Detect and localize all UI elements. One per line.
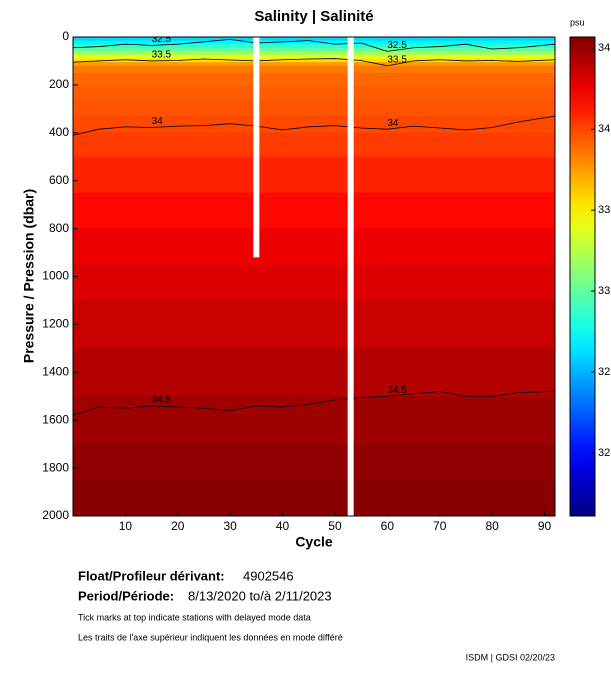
axes: 10 20 30 40 50 60 70 80 90 0 200 400 600 800 1000 1200 1… <box>42 29 611 533</box>
salinity-band <box>73 156 555 194</box>
contour-label: 32.5 <box>387 40 407 51</box>
x-tick-label: 10 <box>119 519 133 533</box>
salinity-band <box>73 228 555 266</box>
salinity-band <box>73 40 555 45</box>
salinity-band <box>73 72 555 86</box>
footer: ISDM | GDSI 02/20/23 <box>466 652 555 662</box>
period: 8/13/2020 to/à 2/11/2023 <box>188 588 332 603</box>
salinity-band <box>73 300 555 349</box>
contour-label: 33.5 <box>152 50 172 61</box>
y-tick-label: 1800 <box>42 460 69 474</box>
float-id: 4902546 <box>243 568 294 583</box>
missing-profile <box>253 37 260 258</box>
colorbar-tick-label: 34 <box>598 123 610 135</box>
salinity-band <box>73 348 555 397</box>
y-tick-label: 1600 <box>42 412 69 426</box>
contour-label: 34.5 <box>152 394 172 405</box>
y-tick-label: 400 <box>49 125 69 139</box>
contour-label: 34 <box>387 118 399 129</box>
colorbar-tick-label: 32 <box>598 447 610 459</box>
plot-area: 34 34 34.5 34.5 33.5 33.5 32.5 32.5 <box>73 34 555 516</box>
salinity-band <box>73 99 555 117</box>
y-tick-label: 2000 <box>42 508 69 522</box>
contour-line <box>73 391 555 416</box>
contour-label: 32.5 <box>152 34 172 45</box>
salinity-band <box>73 44 555 49</box>
salinity-band <box>73 58 555 63</box>
x-tick-label: 60 <box>381 519 395 533</box>
y-tick-label: 1200 <box>42 317 69 331</box>
note-fr: Les traits de l'axe supérieur indiquent … <box>78 632 343 642</box>
salinity-band <box>73 444 555 481</box>
salinity-band <box>73 264 555 301</box>
x-tick-label: 70 <box>433 519 447 533</box>
salinity-band <box>73 116 555 134</box>
salinity-band <box>73 47 555 52</box>
colorbar-tick-label: 33.5 <box>598 204 611 216</box>
y-tick-label: 1400 <box>42 364 69 378</box>
colorbar-label: psu <box>570 17 585 27</box>
y-tick-label: 600 <box>49 173 69 187</box>
salinity-band <box>73 51 555 56</box>
y-tick-label: 1000 <box>42 269 69 283</box>
x-tick-label: 30 <box>223 519 237 533</box>
note-en: Tick marks at top indicate stations with… <box>78 612 311 622</box>
contour-label: 34 <box>152 116 164 127</box>
colorbar-tick-label: 33 <box>598 285 610 297</box>
x-tick-label: 90 <box>538 519 552 533</box>
salinity-band <box>73 84 555 100</box>
x-tick-label: 20 <box>171 519 185 533</box>
salinity-band <box>73 192 555 230</box>
contour-line <box>73 115 555 136</box>
salinity-band <box>73 396 555 445</box>
y-axis-label: Pressure / Pression (dbar) <box>21 189 37 363</box>
salinity-band <box>73 54 555 60</box>
float-label: Float/Profileur dérivant: <box>78 568 225 583</box>
salinity-band <box>73 480 555 516</box>
y-tick-label: 800 <box>49 221 69 235</box>
missing-profile <box>347 37 354 516</box>
colorbar <box>569 36 596 517</box>
x-tick-label: 50 <box>328 519 342 533</box>
x-tick-label: 40 <box>276 519 290 533</box>
y-tick-label: 200 <box>49 77 69 91</box>
salinity-band <box>73 65 555 74</box>
period-label: Period/Période: <box>78 588 174 603</box>
chart-title: Salinity | Salinité <box>254 8 373 25</box>
colorbar-tick-label: 32.5 <box>598 366 611 378</box>
contour-label: 34.5 <box>387 385 407 396</box>
y-tick-label: 0 <box>62 29 69 43</box>
contour-line <box>73 58 555 67</box>
colorbar-tick-label: 34.5 <box>598 42 611 54</box>
salinity-band <box>73 132 555 158</box>
salinity-band <box>73 62 555 67</box>
salinity-band <box>73 37 555 42</box>
contour-line <box>73 38 555 52</box>
x-tick-label: 80 <box>485 519 499 533</box>
x-axis-label: Cycle <box>295 534 333 550</box>
contour-label: 33.5 <box>387 54 407 65</box>
